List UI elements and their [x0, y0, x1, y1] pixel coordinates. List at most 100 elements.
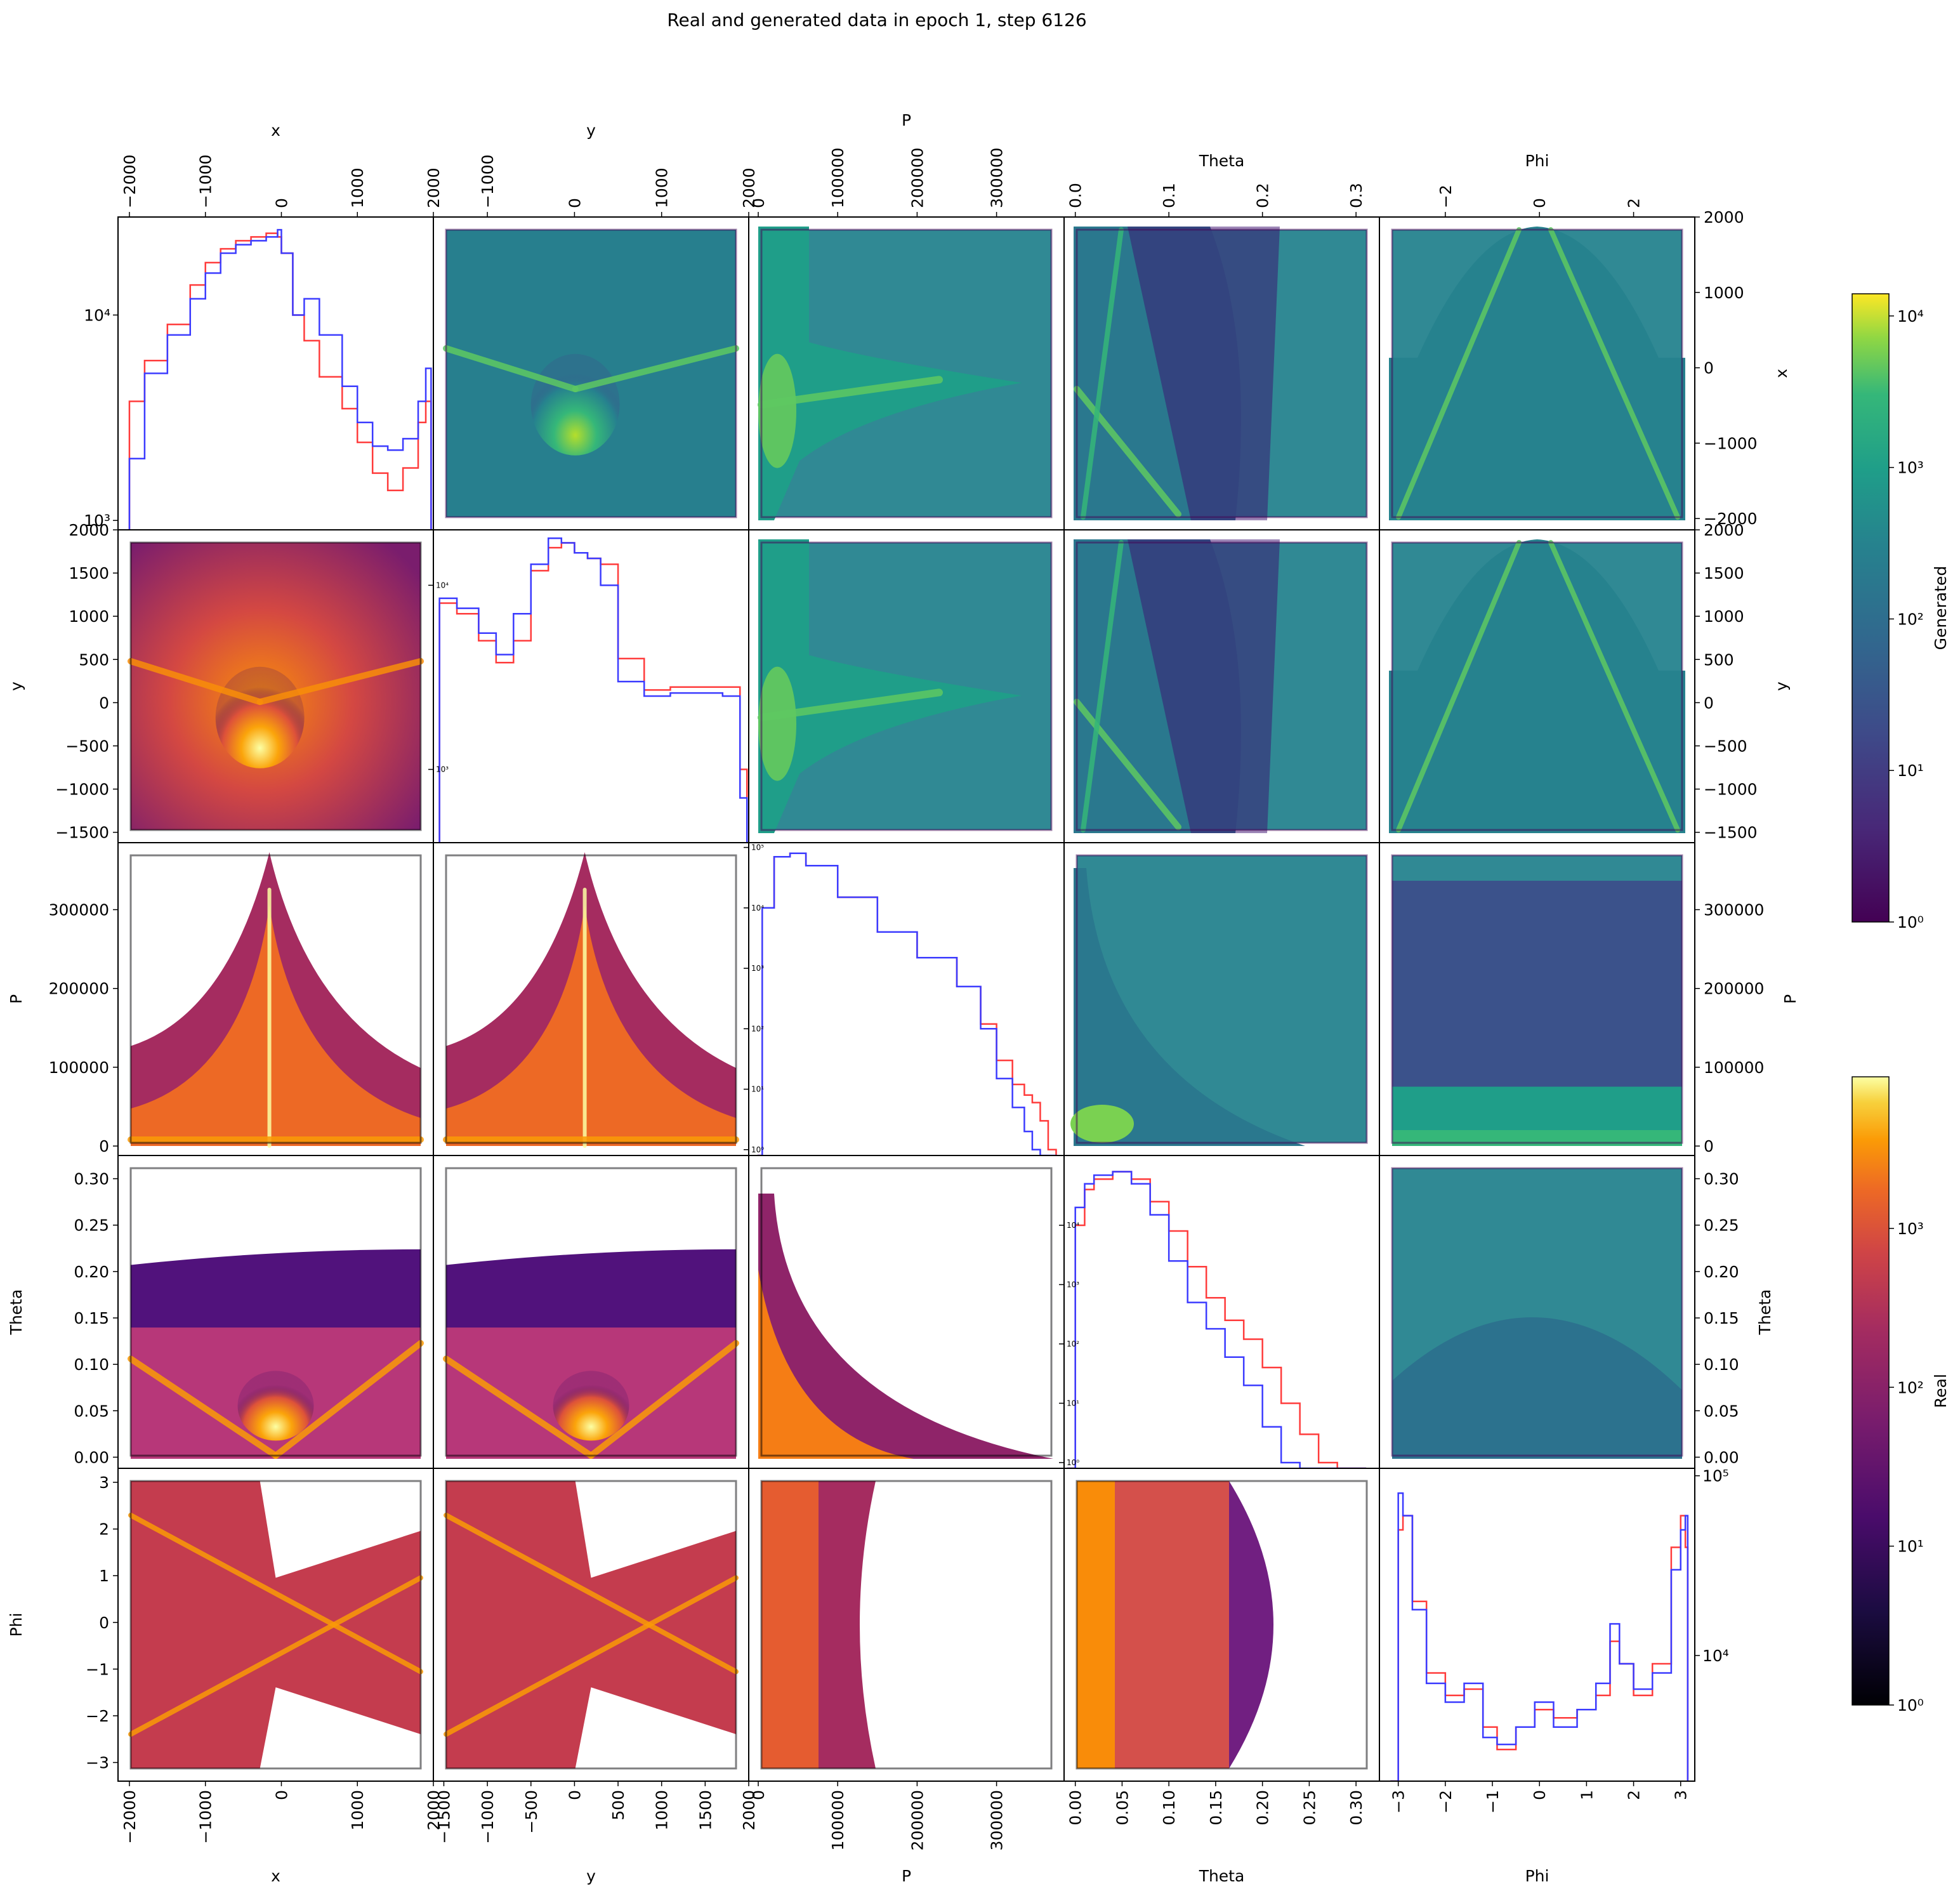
xtick-label: 3	[1672, 1790, 1690, 1800]
xtick-label: 500	[609, 1790, 628, 1820]
xaxis-top-x: −2000 −1000 0 1000 2000 x	[121, 121, 443, 217]
ytick-label: 0.10	[74, 1355, 109, 1374]
hist1d-y-generated-line	[438, 537, 748, 843]
ytick-label-right: 1000	[1704, 607, 1744, 626]
xaxis-label-Phi: Phi	[1525, 1867, 1549, 1885]
xtick-label: −3	[1390, 1790, 1408, 1814]
ytick-label-right: 200000	[1704, 980, 1764, 998]
xaxis-bottom-Theta: 0.00 0.05 0.10 0.15 0.20 0.25 0.30 Theta	[1067, 1781, 1365, 1885]
hist2d-Phi-vs-x-generated	[1389, 227, 1685, 520]
ytick-label: 200000	[49, 980, 109, 998]
xtick-label: 0.10	[1160, 1790, 1178, 1826]
ytick-label-right: 0	[1704, 694, 1714, 712]
xtick-label: 2000	[740, 1790, 758, 1831]
xtick-label-top: −2	[1437, 185, 1455, 208]
xtick-label: −1500	[435, 1790, 453, 1844]
yaxis-left-Phi: −3 −2 −1 0 1 2 3 Phi	[7, 1473, 118, 1772]
ytick-label: −1500	[55, 824, 109, 842]
panel-frame	[748, 842, 1065, 1156]
hist2d-Phi-vs-Theta-generated	[1391, 1167, 1683, 1459]
hist1d-x-real-line	[128, 232, 432, 530]
ytick-label-right: −500	[1704, 737, 1747, 755]
xaxis-top-P: 0 100000 200000 300000 P	[749, 111, 1006, 217]
yaxis-right-label-P: P	[1781, 994, 1799, 1004]
xaxis-label-P: P	[902, 1867, 911, 1885]
ytick-label: 2	[99, 1520, 109, 1539]
colorbar-generated-bar	[1851, 293, 1890, 923]
xtick-label: 0.15	[1207, 1790, 1225, 1826]
hist1d-ytick-label: 10¹	[1067, 1399, 1079, 1407]
hist1d-x-yticks: 10³ 10⁴	[84, 306, 118, 530]
ytick-label-right: −1000	[1704, 434, 1758, 452]
xaxis-top-Phi: −2 0 2 Phi	[1437, 152, 1643, 217]
ytick-label: 300000	[49, 901, 109, 919]
hist1d-ytick-label: 10³	[84, 511, 110, 530]
ytick-label-right: 0.15	[1704, 1309, 1739, 1327]
xtick-label: −2000	[121, 1790, 139, 1844]
hist2d-x-vs-y-real	[128, 541, 424, 831]
ytick-label-right: 500	[1704, 650, 1734, 669]
colorbar-tick-label: 10³	[1897, 459, 1924, 477]
ytick-label: 0	[99, 1137, 109, 1155]
xtick-label: 0.00	[1067, 1790, 1085, 1826]
hist1d-ytick-label: 10⁴	[751, 904, 764, 912]
hist1d-ytick-label: 10⁴	[1067, 1221, 1079, 1230]
xtick-label-top: 2000	[424, 168, 443, 208]
hist1d-ytick-label: 10⁴	[84, 306, 110, 324]
xtick-label: 0	[1530, 1790, 1549, 1800]
xaxis-label-x: x	[271, 1867, 280, 1885]
colorbar-real: 10⁰ 10¹ 10² 10³ Real	[1851, 1076, 1950, 1715]
xtick-label: 2	[1625, 1790, 1643, 1800]
hist2d-x-vs-Theta-real	[128, 1167, 424, 1459]
ytick-label: 0.25	[74, 1216, 109, 1235]
xtick-label-top: 0.2	[1254, 183, 1272, 208]
ytick-label: 0	[99, 694, 109, 712]
hist1d-Phi-yticks: 10⁴ 10⁵	[1695, 1467, 1729, 1665]
ytick-label-right: 0.30	[1704, 1170, 1739, 1188]
xtick-label: 0.25	[1300, 1790, 1319, 1826]
ytick-label: 0.20	[74, 1263, 109, 1281]
hist1d-y-yticks: 10³ 10⁴	[428, 581, 449, 774]
hist2d-Theta-vs-Phi-real	[1075, 1480, 1368, 1770]
colorbar-tick-label: 10²	[1897, 610, 1924, 628]
hist1d-ytick-label: 10²	[751, 1024, 764, 1033]
ytick-label-right: 0.20	[1704, 1263, 1739, 1281]
xtick-label: 0	[565, 1790, 584, 1800]
ytick-label-right: 0.05	[1704, 1402, 1739, 1420]
xaxis-top-label-Theta: Theta	[1199, 152, 1245, 170]
ytick-label: −2	[86, 1707, 109, 1725]
xtick-label: −1	[1483, 1790, 1502, 1814]
xaxis-top-y: −1000 0 1000 2000 y	[478, 121, 758, 217]
ytick-label: −500	[65, 737, 109, 755]
ytick-label-right: −1000	[1704, 780, 1758, 799]
colorbar-tick-label: 10⁰	[1897, 913, 1924, 932]
ytick-label: −1	[86, 1660, 109, 1678]
hist1d-P: 10⁰ 10¹ 10² 10³ 10⁴ 10⁵	[744, 843, 1057, 1155]
hist1d-ytick-label: 10⁴	[1702, 1647, 1729, 1665]
xtick-label-top: 200000	[908, 148, 926, 208]
hist2d-Theta-vs-y-generated	[1074, 539, 1368, 833]
xaxis-bottom-P: 0 100000 200000 300000 P	[749, 1781, 1006, 1885]
xaxis-bottom-y: −1500 −1000 −500 0 500 1000 1500 2000 y	[435, 1781, 758, 1885]
ytick-label-right: 100000	[1704, 1058, 1764, 1077]
colorbar-tick-label: 10⁴	[1897, 307, 1924, 326]
xtick-label-top: 1000	[653, 168, 671, 208]
ytick-label: 0.15	[74, 1309, 109, 1327]
xtick-label-top: 0.1	[1160, 183, 1178, 208]
hist2d-P-vs-Phi-real	[760, 1480, 1053, 1770]
ytick-label-right: 1000	[1704, 284, 1744, 302]
xtick-label-top: 1000	[348, 168, 367, 208]
hist1d-ytick-label: 10⁰	[1067, 1458, 1079, 1467]
hist1d-P-yticks: 10⁰ 10¹ 10² 10³ 10⁴ 10⁵	[744, 843, 764, 1154]
hist1d-y-real-line	[438, 542, 748, 843]
xtick-label-top: 0.0	[1067, 183, 1085, 208]
hist1d-ytick-label: 10⁵	[1702, 1467, 1729, 1485]
ytick-label-right: 0.10	[1704, 1355, 1739, 1374]
xtick-label: 1000	[348, 1790, 367, 1831]
xtick-label-top: 0	[272, 198, 291, 208]
xtick-label-top: 0	[1530, 198, 1549, 208]
yaxis-label-Theta: Theta	[7, 1289, 25, 1336]
xtick-label-top: −2000	[121, 154, 139, 208]
ytick-label: −3	[86, 1754, 109, 1772]
